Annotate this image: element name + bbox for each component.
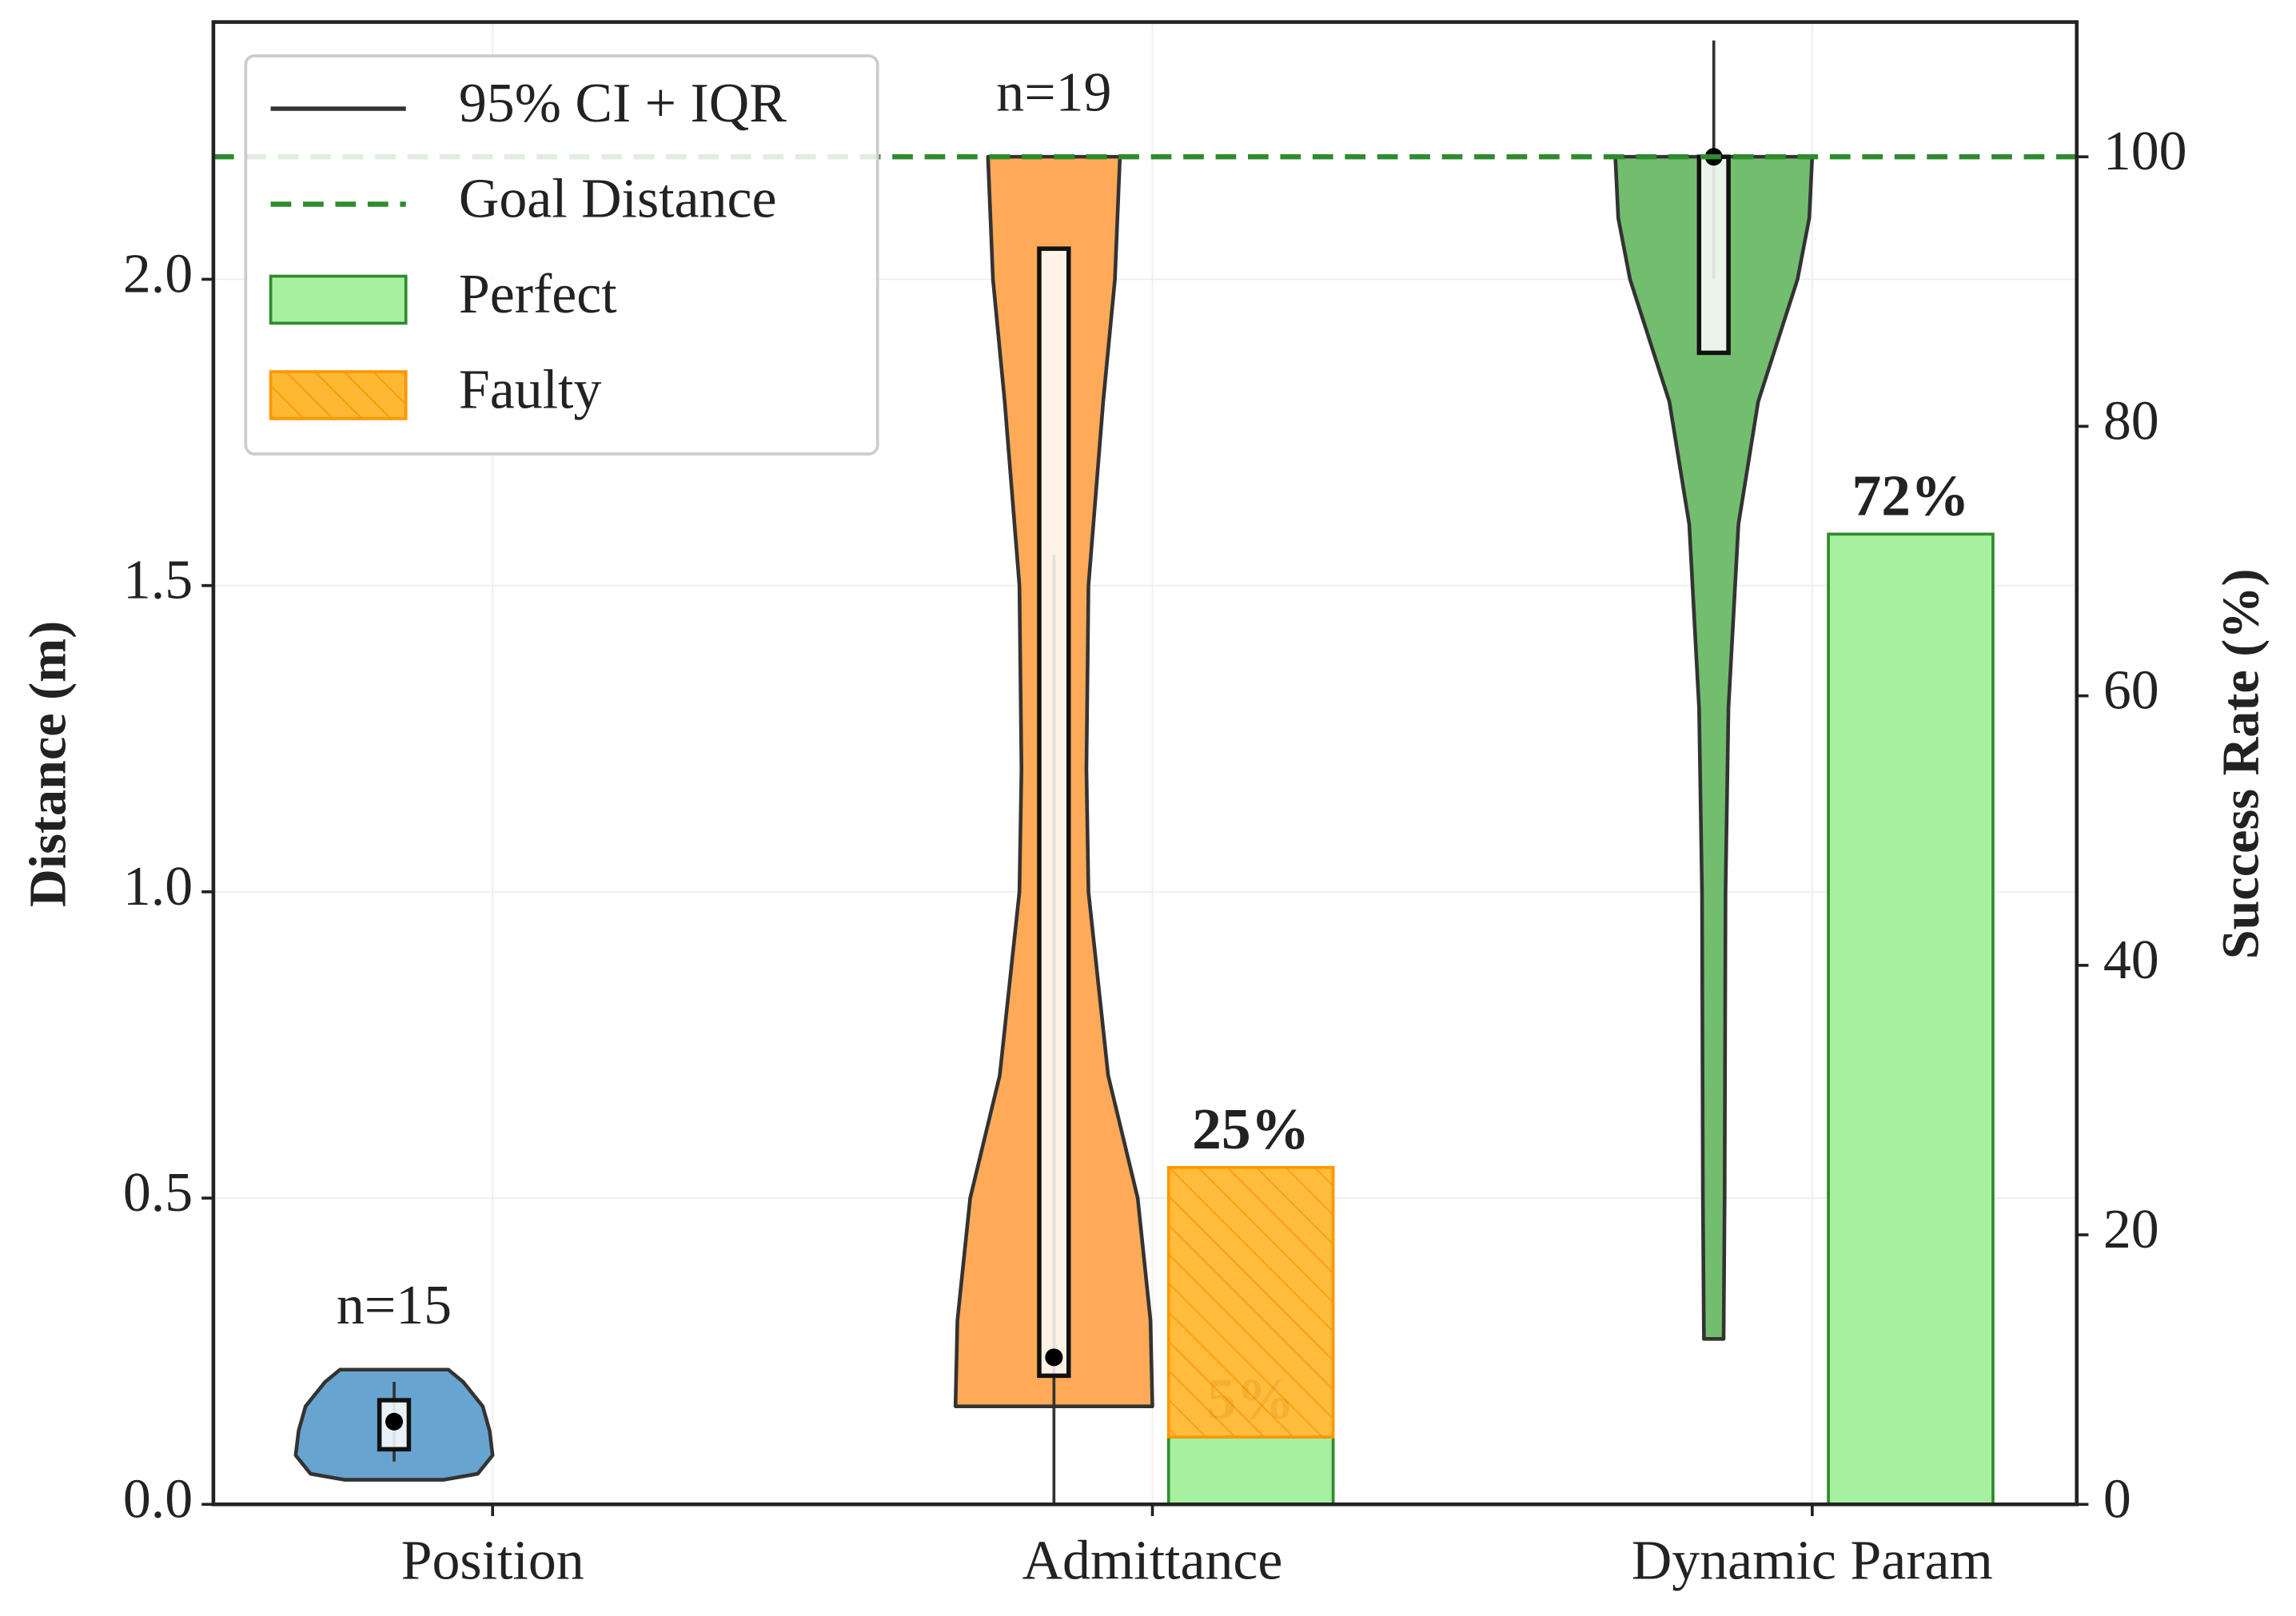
y2-axis-label: Success Rate (%) xyxy=(2211,568,2270,959)
median-dot xyxy=(1045,1348,1063,1367)
bar xyxy=(1827,532,1995,1507)
y2-tick-label: 60 xyxy=(2103,660,2159,722)
legend-swatch xyxy=(269,370,408,420)
legend-label: 95% CI + IQR xyxy=(459,73,787,134)
legend-label: Faulty xyxy=(459,360,602,421)
y-tick-label: 1.0 xyxy=(123,856,193,917)
total-label: 72% xyxy=(1852,463,1970,528)
y2-tick-label: 80 xyxy=(2103,390,2159,452)
iqr-box xyxy=(1037,246,1071,1379)
iqr-box xyxy=(1696,154,1731,356)
legend-label: Perfect xyxy=(459,264,617,325)
bar xyxy=(1166,1435,1335,1507)
y-tick-label: 0.5 xyxy=(123,1162,193,1224)
y2-tick-label: 20 xyxy=(2103,1199,2159,1260)
median-dot xyxy=(385,1412,404,1431)
bar xyxy=(1166,1165,1335,1439)
n-label: n=19 xyxy=(996,62,1111,124)
y2-tick-label: 0 xyxy=(2103,1468,2131,1530)
y2-tick-label: 40 xyxy=(2103,929,2159,991)
n-label: n=26 xyxy=(1656,0,1772,7)
n-label: n=15 xyxy=(337,1275,452,1336)
legend: 95% CI + IQR Goal Distance Perfect Faulty xyxy=(244,54,879,456)
y-axis-label: Distance (m) xyxy=(19,621,78,907)
x-tick-label: Position xyxy=(401,1530,584,1592)
x-tick-label: Dynamic Param xyxy=(1632,1530,1993,1592)
x-tick-label: Admittance xyxy=(1022,1530,1283,1592)
legend-box xyxy=(244,54,879,456)
y-tick-label: 2.0 xyxy=(123,243,193,304)
legend-swatch xyxy=(269,274,408,325)
plot-frame xyxy=(211,20,2079,1507)
total-label: 25% xyxy=(1192,1096,1309,1161)
y-tick-label: 1.5 xyxy=(123,550,193,611)
y-tick-label: 0.0 xyxy=(123,1468,193,1530)
legend-label: Goal Distance xyxy=(459,169,777,230)
y2-tick-label: 100 xyxy=(2103,121,2187,182)
